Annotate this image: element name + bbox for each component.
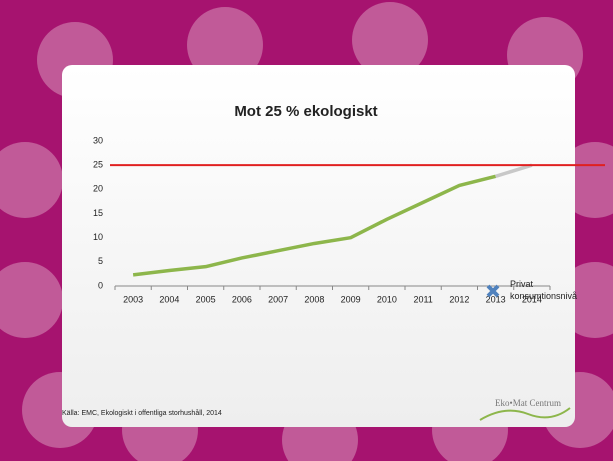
page: {"chart_data": {"type": "line", "title":… bbox=[0, 0, 613, 461]
logo: Eko•Mat Centrum bbox=[495, 398, 561, 408]
x-tick-label: 2010 bbox=[377, 294, 397, 304]
y-tick-label: 5 bbox=[98, 256, 103, 266]
x-tick-label: 2012 bbox=[449, 294, 469, 304]
y-tick-label: 25 bbox=[93, 160, 103, 170]
source-note: Källa: EMC, Ekologiskt i offentliga stor… bbox=[62, 409, 222, 417]
slide: Mot 25 % ekologiskt Källa: EMC, Ekologis… bbox=[0, 0, 613, 461]
x-tick-label: 2011 bbox=[413, 294, 432, 304]
y-tick-label: 15 bbox=[93, 208, 103, 218]
y-tick-label: 30 bbox=[93, 135, 103, 145]
y-tick-label: 20 bbox=[93, 184, 103, 194]
x-tick-label: 2004 bbox=[159, 294, 179, 304]
x-tick-label: 2007 bbox=[268, 294, 288, 304]
x-tick-label: 2006 bbox=[232, 294, 252, 304]
x-tick-label: 2003 bbox=[123, 294, 143, 304]
x-tick-label: 2008 bbox=[304, 294, 324, 304]
chart-title: Mot 25 % ekologiskt bbox=[234, 103, 377, 120]
x-tick-label: 2005 bbox=[196, 294, 216, 304]
y-tick-label: 10 bbox=[93, 232, 103, 242]
x-tick-label: 2009 bbox=[341, 294, 361, 304]
y-tick-label: 0 bbox=[98, 280, 103, 290]
